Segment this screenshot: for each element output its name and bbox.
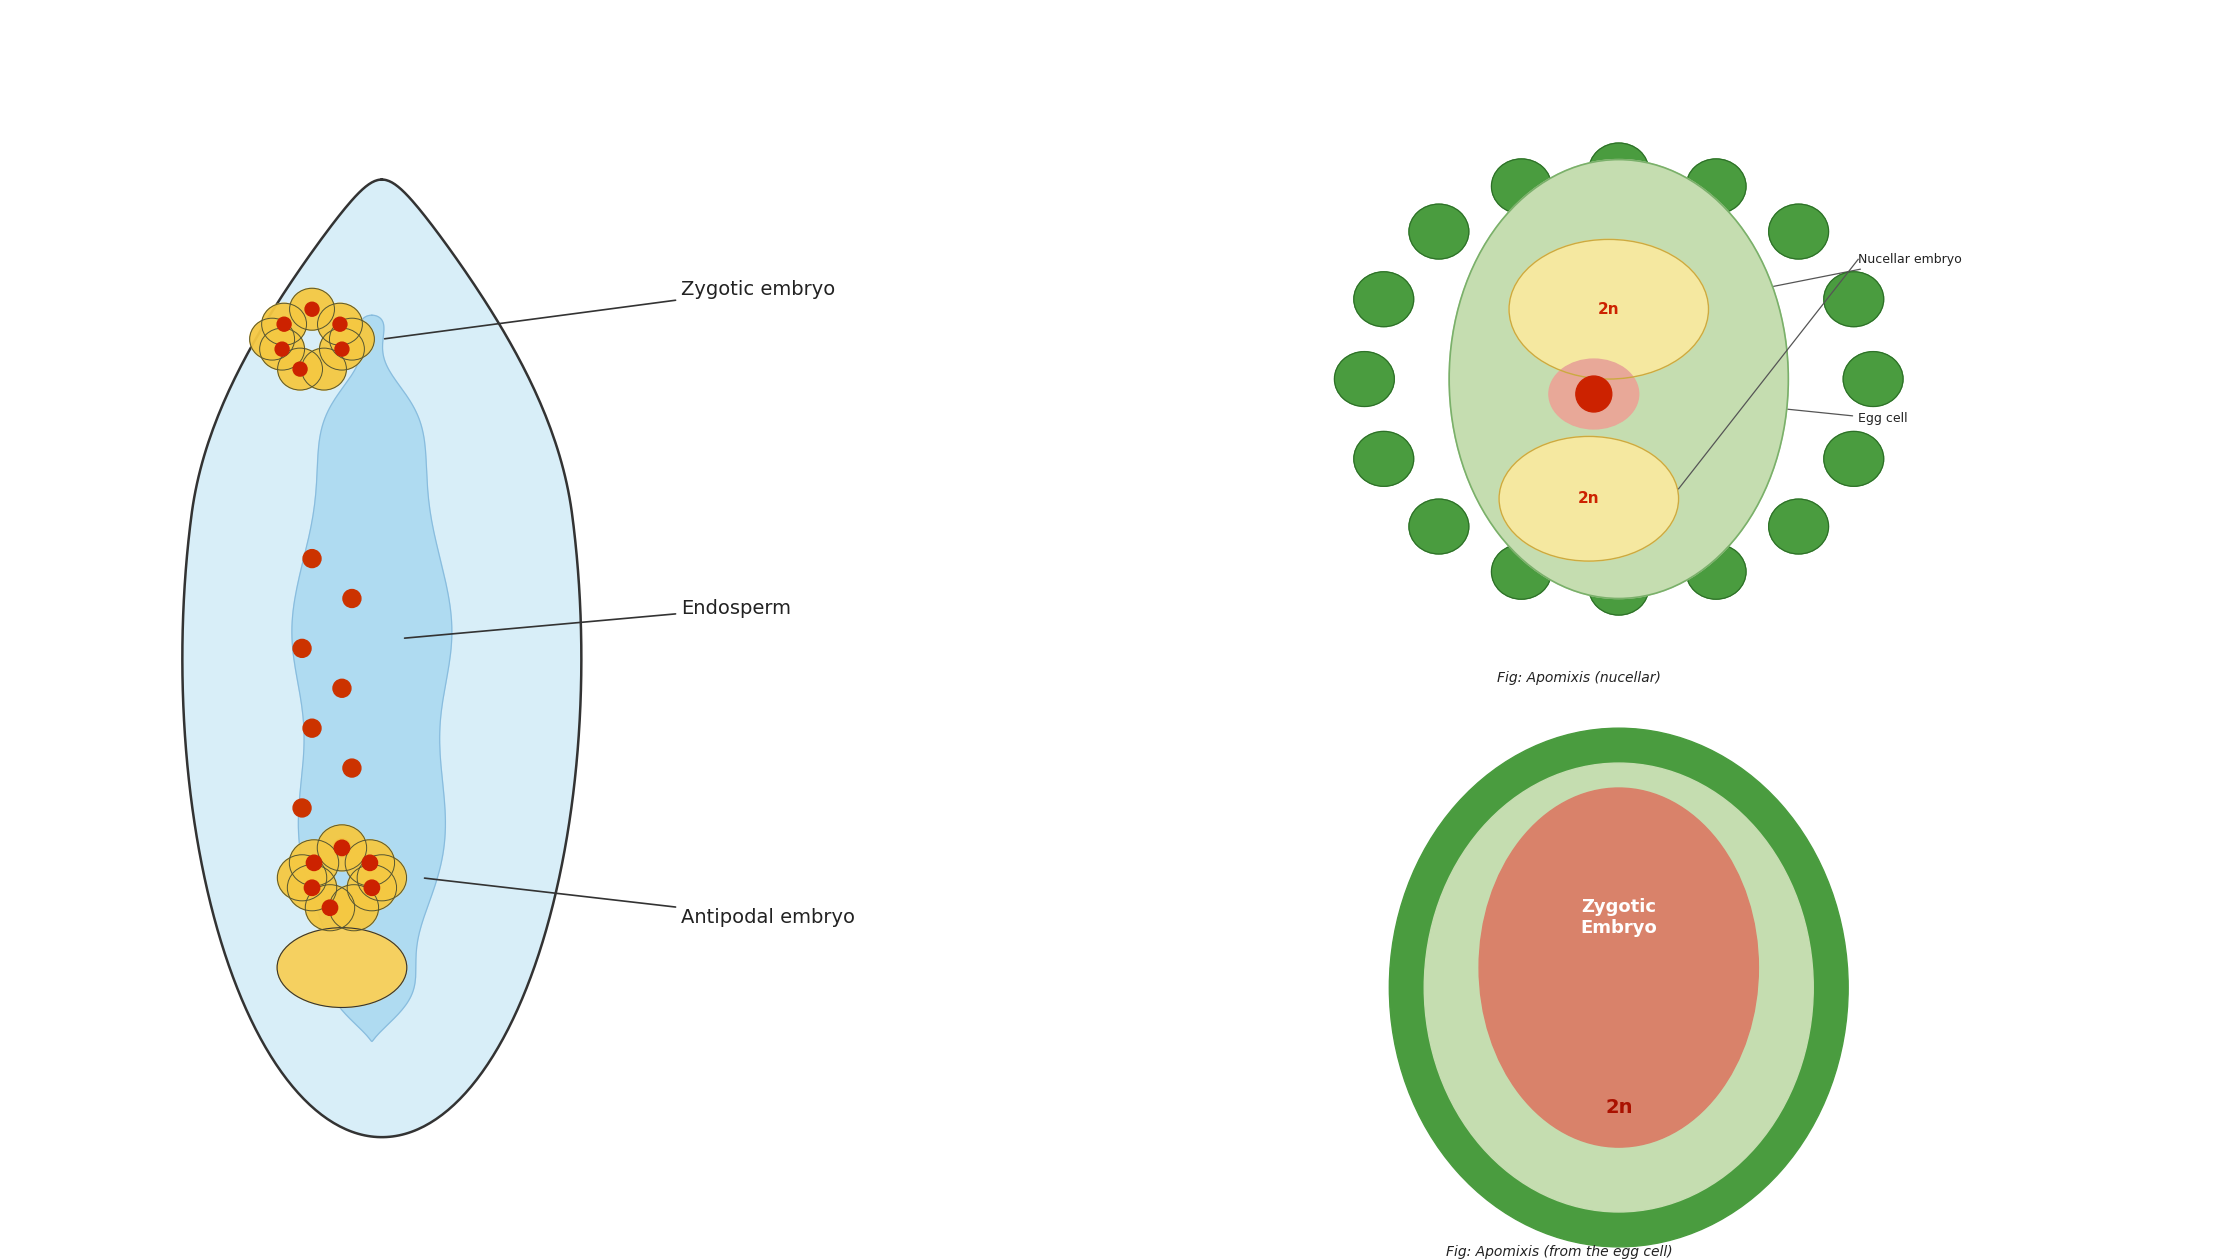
Circle shape (302, 549, 320, 567)
Ellipse shape (1687, 544, 1745, 600)
Ellipse shape (345, 840, 394, 886)
Circle shape (365, 879, 379, 896)
Ellipse shape (1588, 561, 1649, 615)
Circle shape (323, 900, 338, 916)
Ellipse shape (1389, 728, 1848, 1247)
Ellipse shape (1770, 204, 1828, 260)
Circle shape (336, 343, 349, 357)
Ellipse shape (278, 854, 327, 901)
Ellipse shape (287, 864, 336, 911)
Circle shape (1577, 375, 1613, 412)
Ellipse shape (1449, 160, 1788, 598)
Ellipse shape (289, 289, 334, 330)
Circle shape (343, 759, 361, 777)
Circle shape (293, 362, 307, 375)
Ellipse shape (1548, 359, 1640, 428)
Text: Egg cell: Egg cell (1642, 394, 1908, 426)
Ellipse shape (329, 319, 374, 360)
Ellipse shape (320, 328, 365, 370)
Circle shape (276, 343, 289, 357)
Ellipse shape (305, 885, 354, 931)
Ellipse shape (1510, 239, 1709, 379)
Circle shape (307, 856, 323, 871)
Ellipse shape (302, 348, 347, 391)
Text: 2n: 2n (1597, 301, 1620, 316)
Ellipse shape (1823, 431, 1884, 486)
Text: Zygotic
Embryo: Zygotic Embryo (1581, 898, 1658, 937)
Ellipse shape (1770, 499, 1828, 554)
Ellipse shape (1687, 159, 1745, 214)
Text: 2n: 2n (1606, 1097, 1633, 1116)
Circle shape (293, 639, 311, 658)
Circle shape (302, 719, 320, 737)
Ellipse shape (1409, 499, 1469, 554)
Ellipse shape (356, 854, 405, 901)
Ellipse shape (289, 840, 338, 886)
Ellipse shape (278, 927, 408, 1008)
Circle shape (302, 878, 320, 897)
Text: Nucellar embryo: Nucellar embryo (1711, 253, 1962, 299)
Circle shape (305, 302, 318, 316)
Ellipse shape (1844, 352, 1904, 407)
Circle shape (334, 318, 347, 331)
Circle shape (278, 318, 291, 331)
Text: Endosperm: Endosperm (405, 598, 791, 638)
Ellipse shape (249, 319, 296, 360)
Circle shape (334, 679, 352, 697)
Ellipse shape (1478, 788, 1758, 1147)
Text: Antipodal embryo: Antipodal embryo (426, 878, 856, 927)
Ellipse shape (1492, 544, 1552, 600)
Ellipse shape (262, 304, 307, 345)
Text: 2n: 2n (1577, 491, 1599, 507)
Ellipse shape (318, 304, 363, 345)
Ellipse shape (1409, 204, 1469, 260)
Ellipse shape (1335, 352, 1393, 407)
Ellipse shape (1353, 272, 1413, 326)
Circle shape (305, 879, 320, 896)
Circle shape (334, 840, 349, 856)
Ellipse shape (318, 825, 367, 871)
Polygon shape (291, 315, 452, 1041)
Ellipse shape (329, 885, 379, 931)
Text: Fig: Apomixis (from the egg cell): Fig: Apomixis (from the egg cell) (1445, 1245, 1673, 1259)
Ellipse shape (1499, 436, 1678, 561)
Ellipse shape (1353, 431, 1413, 486)
Circle shape (334, 839, 352, 857)
Circle shape (293, 799, 311, 816)
Ellipse shape (260, 328, 305, 370)
Text: Fig: Apomixis (nucellar): Fig: Apomixis (nucellar) (1496, 672, 1660, 685)
Ellipse shape (347, 864, 396, 911)
Circle shape (363, 856, 379, 871)
Ellipse shape (278, 348, 323, 391)
Ellipse shape (1823, 272, 1884, 326)
Text: Zygotic embryo: Zygotic embryo (385, 280, 836, 339)
Ellipse shape (1588, 144, 1649, 198)
Polygon shape (181, 179, 582, 1137)
Circle shape (343, 590, 361, 607)
Ellipse shape (1425, 764, 1812, 1212)
Ellipse shape (1492, 159, 1552, 214)
